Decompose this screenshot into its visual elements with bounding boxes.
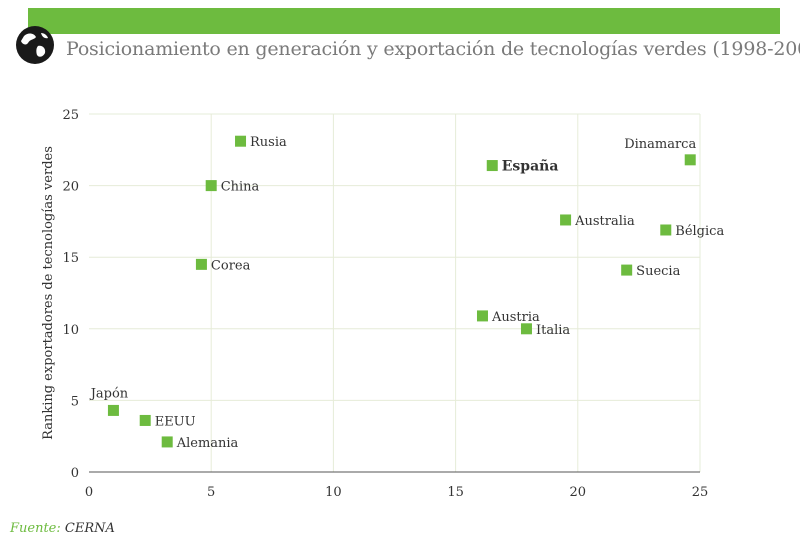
point-label: Suecia [636,264,680,279]
point-label: Japón [89,386,129,401]
point-label: Bélgica [675,224,724,239]
point-label: EEUU [155,414,196,429]
point-marker [107,404,119,416]
y-axis-label: Ranking exportadores de tecnologías verd… [41,146,56,440]
data-point: Japón [89,386,129,416]
point-label: Italia [536,323,570,338]
source-label: Fuente: [10,521,61,536]
data-point: Austria [476,310,540,325]
data-point: EEUU [139,414,196,429]
data-point: Australia [560,214,635,229]
data-point: China [205,180,260,195]
point-marker [161,436,173,448]
data-points: Rusia China Corea Japón EEUU Alemania España Di… [89,135,725,451]
chart-title: Posicionamiento en generación y exportac… [66,38,800,60]
y-tick-label: 5 [71,394,79,409]
data-point: España [486,158,559,175]
point-marker [520,323,532,335]
point-marker [684,154,696,166]
x-tick-label: 25 [692,485,709,500]
point-label: Rusia [250,135,287,150]
source-note: Fuente: CERNA [10,521,115,536]
x-tick-label: 5 [207,485,215,500]
point-marker [621,264,633,276]
x-tick-label: 0 [85,485,93,500]
point-marker [205,180,217,192]
source-value: CERNA [64,521,115,536]
point-marker [139,414,151,426]
y-tick-label: 0 [71,466,79,481]
point-marker [476,310,488,322]
point-marker [235,135,247,147]
x-tick-label: 15 [447,485,464,500]
point-label: España [502,158,559,175]
data-point: Rusia [235,135,287,150]
point-label: Dinamarca [624,137,696,152]
y-tick-label: 15 [62,251,79,266]
axes: 0 5 10 15 20 25 0 5 10 15 20 25 [62,108,708,500]
y-tick-label: 10 [62,323,79,338]
point-label: Australia [574,214,635,229]
x-tick-label: 20 [570,485,587,500]
data-point: Bélgica [660,224,724,239]
data-point: Corea [195,258,251,273]
grid [89,113,701,472]
point-label: Austria [491,310,540,325]
point-label: Alemania [176,436,239,451]
data-point: Dinamarca [624,137,696,166]
y-tick-label: 25 [62,108,79,123]
data-point: Suecia [621,264,681,279]
point-marker [486,160,498,172]
data-point: Italia [520,323,570,338]
point-marker [660,224,672,236]
point-marker [195,258,207,270]
data-point: Alemania [161,436,239,451]
globe-icon [16,26,54,64]
point-marker [560,214,572,226]
header-bar [28,8,780,34]
x-tick-label: 10 [325,485,342,500]
point-label: China [221,180,260,195]
point-label: Corea [211,258,251,273]
y-tick-label: 20 [62,180,79,195]
